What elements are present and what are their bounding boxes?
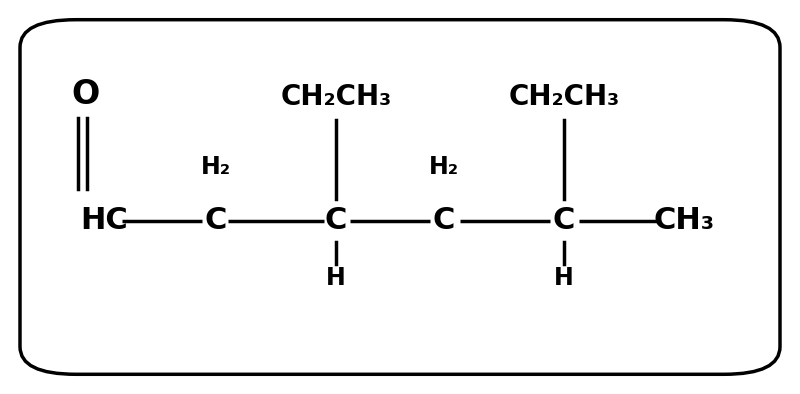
Text: H₂: H₂ <box>201 156 231 179</box>
Text: C: C <box>325 206 347 235</box>
Text: HC: HC <box>80 206 128 235</box>
FancyBboxPatch shape <box>20 20 780 374</box>
Text: C: C <box>553 206 575 235</box>
Text: C: C <box>205 206 227 235</box>
Text: CH₃: CH₃ <box>654 206 714 235</box>
Text: H₂: H₂ <box>429 156 459 179</box>
Text: H: H <box>326 266 346 290</box>
Text: C: C <box>433 206 455 235</box>
Text: O: O <box>71 78 100 111</box>
Text: CH₂CH₃: CH₂CH₃ <box>280 82 392 111</box>
Text: H: H <box>554 266 574 290</box>
Text: CH₂CH₃: CH₂CH₃ <box>508 82 620 111</box>
